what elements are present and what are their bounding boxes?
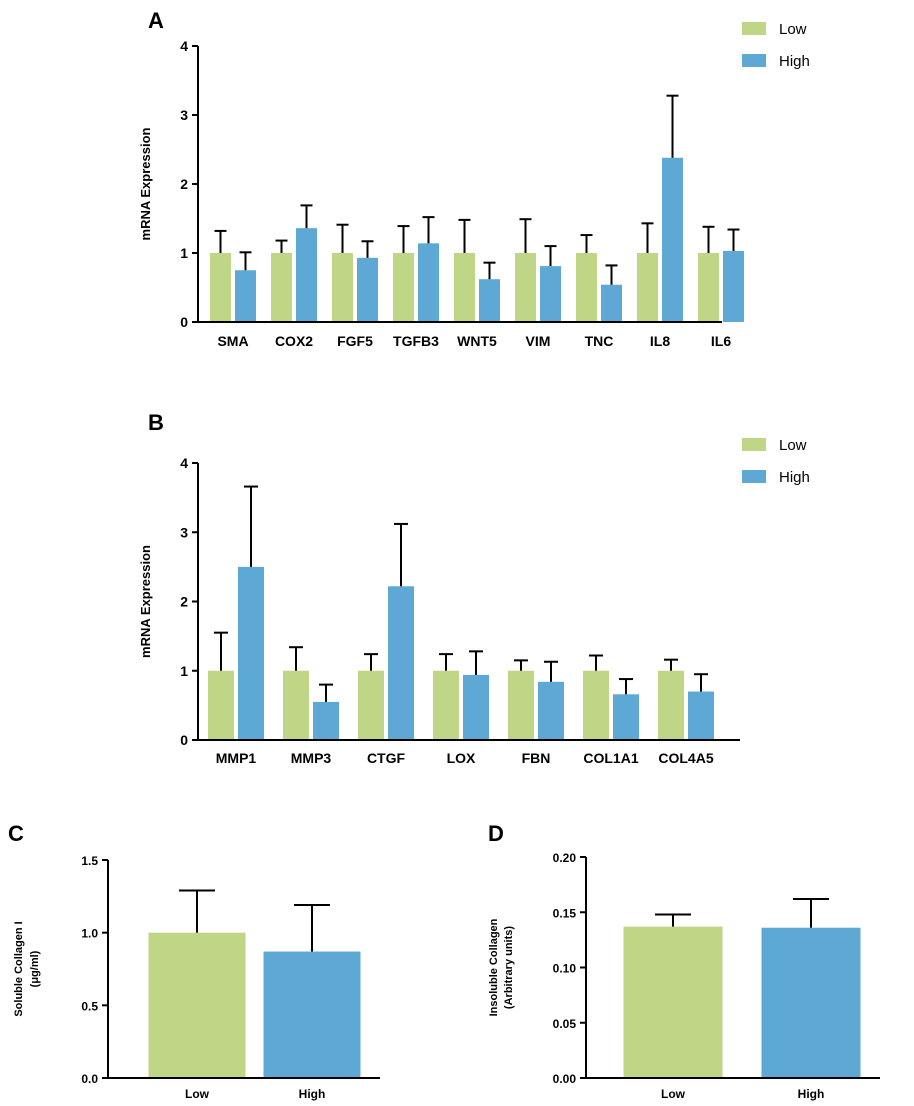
panel-a-bar-low-cox2	[271, 253, 292, 322]
panel-a-x-tick-label: COX2	[275, 333, 313, 349]
panel-a-bar-high-wnt5	[479, 279, 500, 322]
panel-b-x-tick-label: CTGF	[367, 750, 406, 766]
panel-a-x-tick-label: TNC	[585, 333, 614, 349]
panel-a-x-tick-label: IL6	[711, 333, 731, 349]
panel-a-legend-swatch-low	[742, 22, 766, 35]
panel-b-x-tick-label: FBN	[522, 750, 551, 766]
panel-b-bar-low-mmp1	[208, 670, 234, 740]
panel-a-y-tick-label: 2	[180, 176, 188, 192]
panel-b-bar-high-mmp3	[313, 701, 339, 740]
panel-c-bar-high	[263, 951, 361, 1078]
panel-a-y-tick-label: 3	[180, 107, 188, 123]
panel-a-bar-high-il6	[723, 250, 744, 322]
panel-d-bar-high	[761, 927, 861, 1078]
panel-c-bar-low	[148, 932, 246, 1078]
panel-a-bar-low-sma	[210, 253, 231, 322]
panel-a-y-tick-label: 1	[180, 245, 188, 261]
panel-c-y-tick-label: 1.5	[81, 854, 98, 868]
panel-a-bar-high-tgfb3	[418, 243, 439, 322]
panel-a-y-axis-title: mRNA Expression	[138, 127, 153, 240]
panel-a-x-tick-label: VIM	[526, 333, 551, 349]
panel-a-x-tick-label: TGFB3	[393, 333, 439, 349]
panel-a-x-tick-label: WNT5	[457, 333, 497, 349]
panel-d-y-tick-label: 0.10	[553, 962, 577, 976]
panel-b-y-tick-label: 0	[180, 732, 188, 748]
panel-b-bar-high-mmp1	[238, 566, 264, 740]
panel-d-y-tick-label: 0.00	[553, 1072, 577, 1086]
panel-a-bar-high-cox2	[296, 228, 317, 322]
panel-a-legend-swatch-high	[742, 54, 766, 67]
panel-b-x-tick-label: COL1A1	[583, 750, 638, 766]
panel-a-bar-low-vim	[515, 253, 536, 322]
panel-b-y-tick-label: 4	[180, 455, 188, 471]
panel-b-bar-low-lox	[433, 670, 459, 740]
panel-b-bar-high-lox	[463, 674, 489, 740]
panel-d-bar-low	[623, 926, 723, 1078]
panel-b-x-tick-label: COL4A5	[658, 750, 713, 766]
panel-d-y-axis-title-units: (Arbitrary units)	[503, 926, 515, 1009]
panel-a-bar-low-fgf5	[332, 253, 353, 322]
panel-a-bar-high-tnc	[601, 284, 622, 322]
panel-a-bar-low-tnc	[576, 253, 597, 322]
panel-b-y-tick-label: 2	[180, 594, 188, 610]
panel-a-bar-low-tgfb3	[393, 253, 414, 322]
panel-b: MMP1 MMP3 CTGF LOX FBN COL1A1 COL4A5 Low High 0 1 2…	[138, 410, 810, 766]
panel-c-x-tick-label: High	[299, 1087, 326, 1101]
panel-b-y-tick-label: 1	[180, 663, 188, 679]
panel-b-bar-high-ctgf	[388, 586, 414, 740]
panel-a-x-tick-label: FGF5	[337, 333, 373, 349]
panel-a-bar-high-il8	[662, 157, 683, 322]
panel-c-y-tick-label: 0.5	[81, 999, 98, 1013]
panel-b-bar-low-col4a5	[658, 670, 684, 740]
panel-b-bar-high-col4a5	[688, 691, 714, 740]
panel-c-panel-letter: C	[8, 821, 24, 846]
panel-d-y-tick-label: 0.20	[553, 851, 577, 865]
panel-b-x-tick-label: MMP1	[216, 750, 257, 766]
panel-d-panel-letter: D	[488, 821, 504, 846]
panel-a-legend-label-high: High	[779, 53, 810, 70]
panel-b-panel-letter: B	[148, 410, 164, 435]
panel-d-x-tick-label: Low	[661, 1087, 686, 1101]
panel-b-y-axis-title: mRNA Expression	[138, 545, 153, 658]
panel-d-y-tick-label: 0.15	[553, 906, 577, 920]
panel-d-y-axis-title: Insoluble Collagen	[488, 918, 500, 1016]
panel-b-legend-label-low: Low	[779, 437, 807, 454]
panel-a-y-tick-label: 4	[180, 38, 188, 54]
panel-c-y-tick-label: 0.0	[81, 1072, 98, 1086]
panel-a-bar-low-il8	[637, 253, 658, 322]
panel-c-y-axis-title-units: (μg/ml)	[29, 950, 41, 987]
panel-c-y-tick-label: 1.0	[81, 927, 98, 941]
panel-b-bar-low-fbn	[508, 670, 534, 740]
panel-a-bar-low-il6	[698, 253, 719, 322]
panel-b-bar-low-col1a1	[583, 670, 609, 740]
panel-a-bar-high-sma	[235, 270, 256, 322]
panel-a-panel-letter: A	[148, 8, 164, 33]
panel-a-y-tick-label: 0	[180, 314, 188, 330]
panel-b-bar-low-mmp3	[283, 670, 309, 740]
panel-b-legend-swatch-low	[742, 438, 766, 451]
panel-a-bar-high-vim	[540, 266, 561, 322]
panel-a-x-tick-label: SMA	[217, 333, 248, 349]
panel-a-legend-label-low: Low	[779, 21, 807, 38]
panel-b-legend-label-high: High	[779, 469, 810, 486]
panel-a: SMA COX2 FGF5 TGFB3 WNT5 VIM TNC IL8 IL6 Low High 0…	[138, 8, 810, 349]
panel-b-legend-swatch-high	[742, 470, 766, 483]
panel-a-bar-low-wnt5	[454, 253, 475, 322]
panel-c-x-tick-label: Low	[185, 1087, 210, 1101]
panel-c-y-axis-title: Soluble Collagen I	[13, 921, 25, 1016]
panel-d: Low High 0.00 0.05 0.10 0.15 0.20 Insoluble Col…	[488, 821, 880, 1101]
panel-a-bar-high-fgf5	[357, 257, 378, 322]
panel-d-x-tick-label: High	[798, 1087, 825, 1101]
panel-c: Low High 0.0 0.5 1.0 1.5 Soluble Collagen I (μg…	[8, 821, 380, 1101]
panel-b-bar-high-col1a1	[613, 694, 639, 740]
panel-a-x-tick-label: IL8	[650, 333, 670, 349]
panel-b-x-tick-label: LOX	[447, 750, 476, 766]
panel-b-x-tick-label: MMP3	[291, 750, 332, 766]
panel-d-y-tick-label: 0.05	[553, 1017, 577, 1031]
panel-b-y-tick-label: 3	[180, 524, 188, 540]
panel-b-bar-high-fbn	[538, 681, 564, 740]
panel-b-bar-low-ctgf	[358, 670, 384, 740]
